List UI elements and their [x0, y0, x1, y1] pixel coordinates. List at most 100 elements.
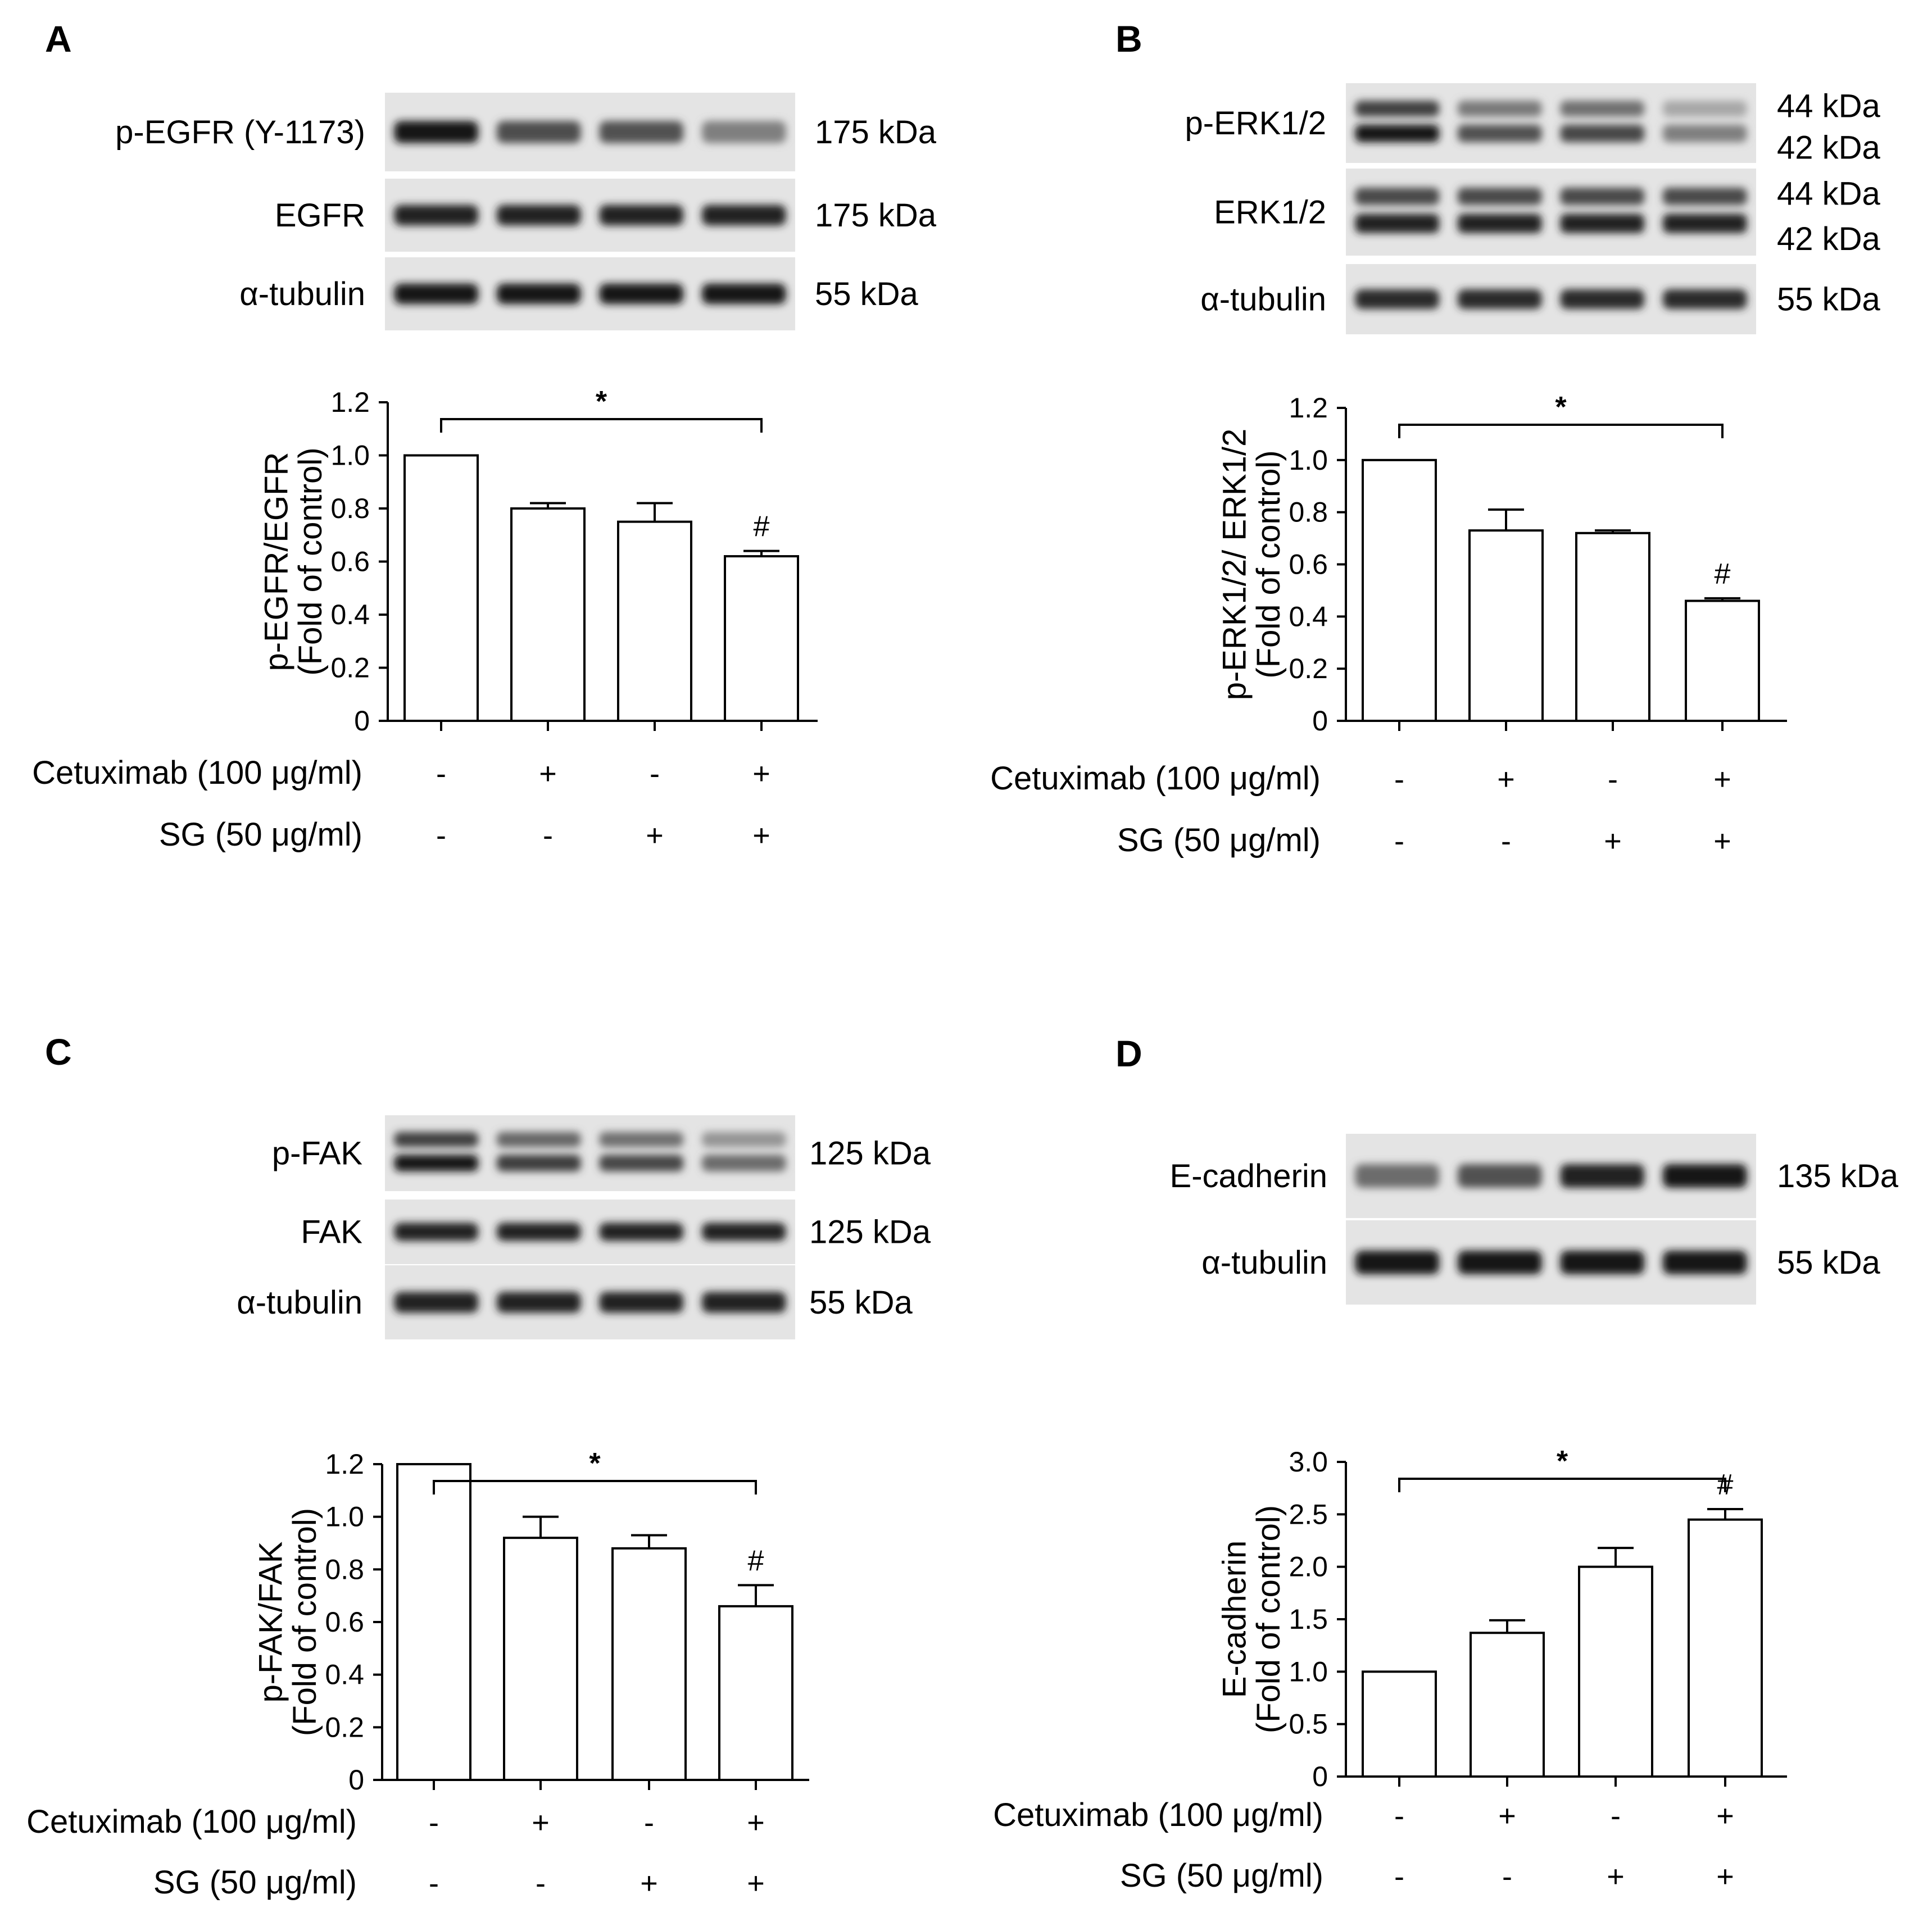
treatment-sign: - — [536, 1866, 546, 1900]
blot-band — [1662, 213, 1747, 233]
bar-chart-c: 0 0.2 0.4 0.6 0.8 1.0 1.2p-FAK/FAK(Fold of con… — [252, 1447, 809, 1796]
panel-label-b: B — [1115, 18, 1142, 60]
y-tick-label: 0.4 — [330, 599, 370, 630]
treatment-sign: - — [429, 1866, 439, 1900]
blot-band — [1457, 124, 1542, 143]
blot-kda-label: 125 kDa — [809, 1214, 931, 1251]
bar-chart-b: 0 0.2 0.4 0.6 0.8 1.0 1.2p-ERK1/2/ ERK1/2(Fold… — [1216, 391, 1787, 737]
panel-a: Ap-EGFR (Y-1173) 175 kDa EGFR 175 kDa α-tubu… — [32, 18, 937, 853]
treatment-sign: + — [1716, 1860, 1734, 1893]
bar-chart-d: 0 0.5 1.0 1.5 2.0 2.5 3.0E-cadherin(Fold of co… — [1216, 1445, 1787, 1792]
bar-4 — [1685, 599, 1760, 722]
treatment-label: Cetuximab (100 μg/ml) — [990, 760, 1321, 797]
treatment-label: SG (50 μg/ml) — [159, 816, 362, 853]
blot-band — [496, 1223, 581, 1241]
blot-kda-label: 175 kDa — [815, 114, 937, 151]
treatment-sign: - — [436, 819, 446, 852]
treatment-sign: + — [747, 1806, 765, 1839]
bar-4 — [724, 555, 799, 722]
y-tick-label: 0.8 — [325, 1553, 364, 1585]
y-tick-label: 1.2 — [1289, 392, 1328, 424]
blot-protein-label: FAK — [301, 1214, 362, 1251]
y-tick-label: 0 — [348, 1764, 364, 1796]
y-tick-label: 0.4 — [325, 1659, 364, 1691]
treatment-sign: - — [1394, 824, 1404, 858]
treatment-sign: + — [752, 757, 770, 791]
treatment-row-c-0: Cetuximab (100 μg/ml) - + - + — [26, 1804, 765, 1840]
treatment-sign: + — [1713, 762, 1731, 796]
blot-strip — [385, 1115, 795, 1191]
treatment-row-d-1: SG (50 μg/ml) - - + + — [1120, 1857, 1734, 1894]
y-tick-label: 0.2 — [1289, 653, 1328, 684]
blot-kda-label: 135 kDa — [1777, 1158, 1899, 1194]
blot-protein-label: ERK1/2 — [1214, 194, 1326, 231]
blot-protein-label: p-ERK1/2 — [1185, 105, 1326, 142]
blot-protein-label: EGFR — [275, 197, 365, 234]
blot-band — [599, 1132, 684, 1147]
treatment-sign: - — [644, 1806, 654, 1839]
blot-band — [599, 121, 684, 143]
y-tick-label: 1.2 — [325, 1448, 364, 1480]
y-tick-label: 0.4 — [1289, 601, 1328, 632]
blot-band — [394, 121, 479, 143]
significance-asterisk: * — [1555, 391, 1567, 424]
y-tick-label: 0.6 — [325, 1606, 364, 1638]
treatment-sign: + — [532, 1806, 550, 1839]
blot-c-0: p-FAK 125 kDa — [272, 1115, 931, 1191]
significance-asterisk: * — [1557, 1445, 1568, 1478]
significance-asterisk: * — [589, 1447, 601, 1480]
treatment-sign: + — [1497, 762, 1515, 796]
treatment-sign: + — [640, 1866, 658, 1900]
panel-d: D E-cadherin 135 kDa α-tubulin 55 kDa 0 0.5 1.0… — [993, 1033, 1899, 1894]
blot-b-1: ERK1/2 44 kDa 42 kDa — [1214, 169, 1881, 257]
blot-kda-label: 55 kDa — [815, 276, 919, 312]
blot-protein-label: p-EGFR (Y-1173) — [115, 114, 365, 151]
blot-a-2: α-tubulin 55 kDa — [239, 257, 919, 330]
panel-label-d: D — [1115, 1033, 1142, 1074]
treatment-row-a-0: Cetuximab (100 μg/ml) - + - + — [32, 755, 770, 791]
blot-band — [394, 1223, 479, 1241]
blot-band — [496, 1292, 581, 1313]
blot-band — [1560, 101, 1645, 117]
y-tick-label: 0.8 — [330, 493, 370, 524]
blot-band — [599, 1223, 684, 1241]
blot-b-0: p-ERK1/2 44 kDa 42 kDa — [1185, 83, 1881, 166]
blot-band — [599, 1155, 684, 1171]
bar-1 — [1362, 1670, 1437, 1778]
panel-label-a: A — [45, 18, 72, 60]
blot-band — [1355, 1251, 1440, 1274]
blot-band — [701, 1292, 786, 1313]
y-tick-label: 1.2 — [330, 387, 370, 418]
blot-band — [394, 1292, 479, 1313]
blot-band — [1662, 1251, 1747, 1274]
blot-band — [1560, 1251, 1645, 1274]
blot-band — [599, 205, 684, 226]
blot-d-0: E-cadherin 135 kDa — [1170, 1134, 1899, 1218]
blot-kda-label: 44 kDa — [1777, 88, 1881, 125]
blot-band — [1662, 188, 1747, 206]
treatment-sign: + — [646, 819, 664, 852]
significance-asterisk: * — [596, 385, 607, 418]
treatment-sign: + — [539, 757, 557, 791]
treatment-sign: - — [1501, 824, 1511, 858]
treatment-label: SG (50 μg/ml) — [153, 1864, 357, 1901]
treatment-sign: - — [543, 819, 553, 852]
treatment-sign: + — [1713, 824, 1731, 858]
blot-band — [1457, 101, 1542, 117]
blot-band — [1457, 289, 1542, 309]
significance-bracket — [440, 418, 763, 433]
treatment-label: Cetuximab (100 μg/ml) — [26, 1804, 357, 1840]
blot-band — [1457, 213, 1542, 233]
bar-2 — [510, 507, 586, 722]
treatment-sign: - — [1394, 1860, 1404, 1893]
blot-band — [1355, 1164, 1440, 1188]
treatment-sign: - — [1611, 1799, 1621, 1833]
blot-band — [1560, 124, 1645, 143]
blot-c-2: α-tubulin 55 kDa — [237, 1265, 913, 1339]
bar-3 — [1578, 1565, 1653, 1778]
blot-band — [1662, 101, 1747, 117]
blot-protein-label: α-tubulin — [1201, 1244, 1327, 1281]
blot-band — [701, 121, 786, 143]
blot-band — [1355, 124, 1440, 143]
